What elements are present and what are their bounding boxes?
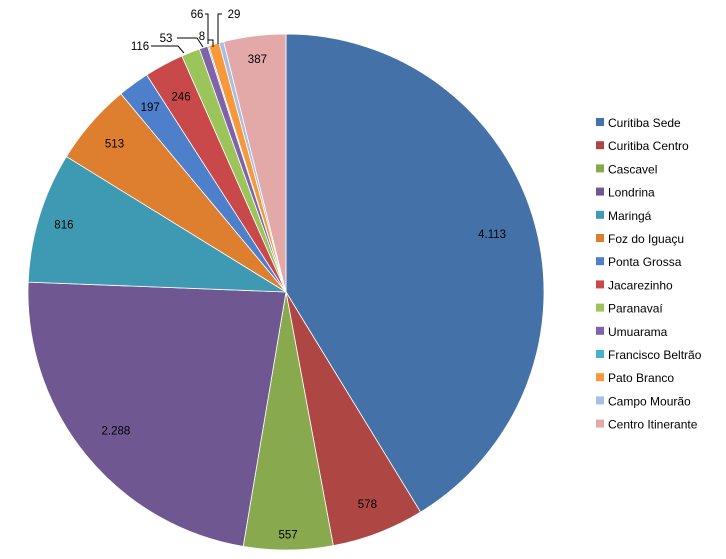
leader-line-campo-mourao xyxy=(217,13,222,44)
data-label-foz-do-iguacu: 513 xyxy=(105,138,124,150)
data-label-curitiba-centro: 578 xyxy=(358,499,377,511)
data-label-pato-branco: 66 xyxy=(191,9,204,21)
leader-lines xyxy=(151,13,222,54)
legend-label-pato-branco: Pato Branco xyxy=(608,371,674,385)
legend-swatch-curitiba-centro xyxy=(596,141,604,150)
data-label-maringa: 816 xyxy=(54,219,73,231)
legend-label-paranavai: Paranavaí xyxy=(608,302,663,316)
slice-centro-itinerante xyxy=(223,33,287,293)
pie-slices xyxy=(27,33,545,551)
slice-curitiba-sede xyxy=(285,33,545,513)
legend-swatch-pato-branco xyxy=(596,373,604,382)
data-label-paranavai: 116 xyxy=(131,41,149,53)
legend-label-maringa: Maringá xyxy=(608,209,652,223)
data-label-londrina: 2.288 xyxy=(102,425,131,437)
data-labels: 4.113 578 557 2.288 816 513 197 246 116 53 8 66 29 38… xyxy=(54,9,506,542)
data-label-curitiba-sede: 4.113 xyxy=(478,229,506,241)
legend-swatch-centro-itinerante xyxy=(596,419,604,428)
legend-label-jacarezinho: Jacarezinho xyxy=(608,278,673,292)
legend-swatch-ponta-grossa xyxy=(596,257,604,266)
legend-label-centro-itinerante: Centro Itinerante xyxy=(608,418,698,432)
legend-swatch-umuarama xyxy=(596,326,604,335)
data-label-umuarama: 53 xyxy=(160,33,173,45)
legend-swatch-foz-do-iguacu xyxy=(596,234,604,242)
data-label-francisco-beltrao: 8 xyxy=(199,31,205,43)
legend-label-umuarama: Umuarama xyxy=(608,325,668,339)
data-label-centro-itinerante: 387 xyxy=(248,54,267,66)
legend-label-curitiba-sede: Curitiba Sede xyxy=(608,116,681,130)
legend-label-curitiba-centro: Curitiba Centro xyxy=(608,139,689,153)
legend-label-cascavel: Cascavel xyxy=(608,162,657,176)
legend-label-campo-mourao: Campo Mourão xyxy=(608,394,691,408)
leader-line-umuarama xyxy=(177,37,204,48)
leader-line-pato-branco xyxy=(205,13,209,44)
legend-swatch-jacarezinho xyxy=(596,280,604,289)
legend-swatch-francisco-beltrao xyxy=(596,350,604,358)
legend: Curitiba Sede Curitiba Centro Cascavel Lond… xyxy=(596,116,702,432)
legend-label-francisco-beltrao: Francisco Beltrão xyxy=(608,348,702,362)
legend-swatch-paranavai xyxy=(596,303,604,312)
slice-londrina xyxy=(27,281,287,547)
leader-line-francisco-beltrao xyxy=(208,39,214,47)
leader-line-paranavai xyxy=(151,45,185,54)
legend-swatch-campo-mourao xyxy=(596,396,604,405)
data-label-ponta-grossa: 197 xyxy=(141,102,160,114)
legend-label-londrina: Londrina xyxy=(608,186,655,200)
legend-swatch-curitiba-sede xyxy=(596,118,604,126)
data-label-campo-mourao: 29 xyxy=(228,9,241,21)
data-label-jacarezinho: 246 xyxy=(171,92,190,104)
legend-label-foz-do-iguacu: Foz do Iguaçu xyxy=(608,232,684,246)
legend-swatch-maringa xyxy=(596,210,604,219)
legend-swatch-cascavel xyxy=(596,164,604,173)
legend-label-ponta-grossa: Ponta Grossa xyxy=(608,255,682,269)
slice-maringa xyxy=(27,155,288,293)
legend-swatch-londrina xyxy=(596,187,604,196)
data-label-cascavel: 557 xyxy=(279,530,298,542)
